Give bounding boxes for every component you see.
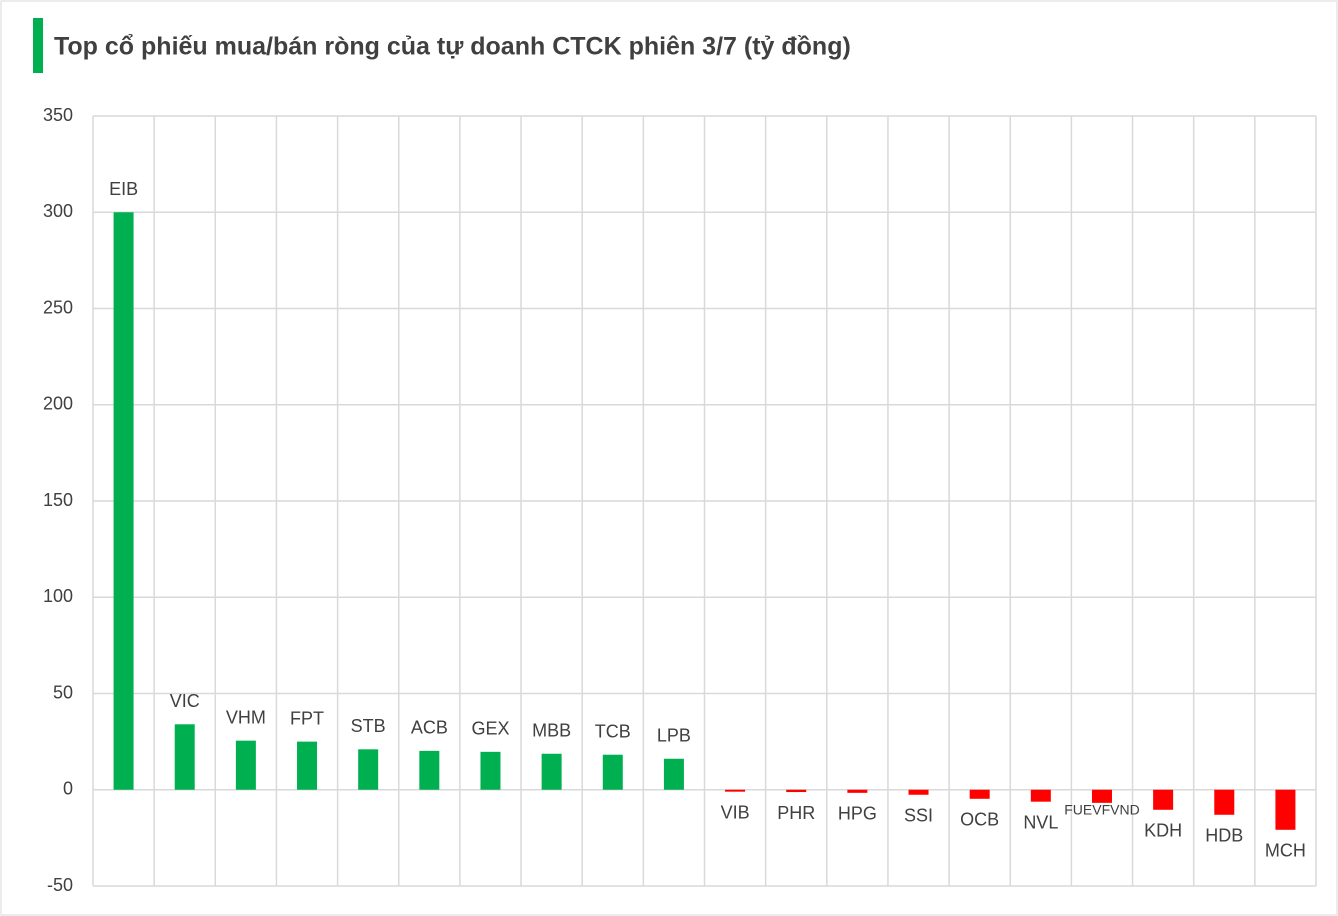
- bar: [663, 758, 684, 790]
- bar: [480, 751, 501, 790]
- bar: [1275, 789, 1296, 830]
- bar: [297, 741, 318, 790]
- bar: [541, 753, 562, 790]
- bar-label: MBB: [532, 721, 571, 741]
- bar-label: NVL: [1023, 812, 1058, 832]
- y-tick-label: 250: [43, 297, 73, 317]
- bar-label: VIB: [721, 802, 750, 822]
- bar: [969, 789, 990, 799]
- bar-label: MCH: [1265, 841, 1306, 861]
- chart-title: Top cổ phiếu mua/bán ròng của tự doanh C…: [54, 33, 851, 61]
- bar-label: SSI: [904, 806, 933, 826]
- bar: [1214, 789, 1235, 815]
- bar: [602, 754, 623, 790]
- bar: [786, 789, 807, 793]
- bar-label: FUEVFVND: [1064, 802, 1139, 818]
- bar: [174, 724, 195, 790]
- bar-label: VIC: [170, 691, 200, 711]
- bar-label: HPG: [838, 804, 877, 824]
- bar-label: PHR: [777, 803, 815, 823]
- bar: [358, 749, 379, 790]
- bar-label: GEX: [471, 719, 509, 739]
- bar-label: OCB: [960, 810, 999, 830]
- bar: [1091, 789, 1112, 803]
- bar: [725, 789, 746, 792]
- bar: [847, 789, 868, 793]
- bar-label: KDH: [1144, 821, 1182, 841]
- y-tick-label: 100: [43, 586, 73, 606]
- bar-label: STB: [351, 716, 386, 736]
- bar-label: ACB: [411, 718, 448, 738]
- bar: [908, 789, 929, 795]
- bar: [235, 740, 256, 790]
- bar-label: LPB: [657, 726, 691, 746]
- bar: [1030, 789, 1051, 802]
- y-tick-label: 150: [43, 490, 73, 510]
- bar: [1153, 789, 1174, 810]
- bar-label: TCB: [595, 721, 631, 741]
- bar: [113, 212, 134, 790]
- title-accent: [33, 18, 43, 73]
- y-tick-label: 350: [43, 105, 73, 125]
- y-tick-label: 300: [43, 201, 73, 221]
- bar-label: FPT: [290, 708, 324, 728]
- bar-label: EIB: [109, 179, 138, 199]
- y-tick-label: 200: [43, 394, 73, 414]
- y-tick-label: -50: [47, 875, 73, 895]
- y-tick-label: 50: [53, 682, 73, 702]
- bar: [419, 750, 440, 790]
- bar-label: HDB: [1205, 826, 1243, 846]
- y-tick-label: 0: [63, 779, 73, 799]
- bar-label: VHM: [226, 707, 266, 727]
